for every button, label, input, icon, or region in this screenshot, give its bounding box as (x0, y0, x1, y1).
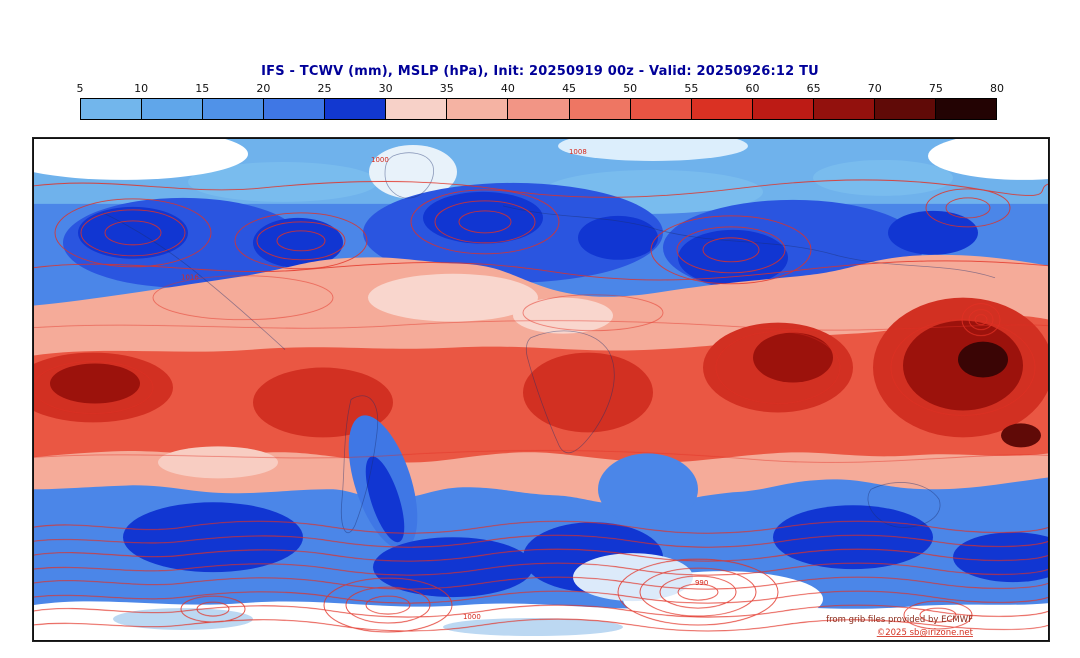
colorbar-tick-label: 75 (928, 82, 943, 95)
colorbar-segment (386, 99, 448, 119)
colorbar-segment (508, 99, 570, 119)
colorbar-segment (569, 99, 631, 119)
mslp-contour-labels: 1000 1008 1016 1000 990 (181, 148, 708, 621)
chart-title: IFS - TCWV (mm), MSLP (hPa), Init: 20250… (261, 64, 819, 79)
colorbar-tick-label: 15 (195, 82, 210, 95)
credits: from grib files provided by ECMWF ©2025 … (826, 615, 974, 638)
colorbar-segment (813, 99, 875, 119)
colorbar-tick-label: 45 (562, 82, 577, 95)
contour-label: 990 (695, 579, 708, 587)
coastlines (102, 152, 996, 534)
colorbar-tick-label: 55 (684, 82, 699, 95)
antarctic-dry-region (33, 553, 1049, 641)
colorbar-tick-label: 30 (378, 82, 393, 95)
colorbar: 5 10 15 20 25 30 35 40 45 50 55 60 65 70 75 80 (76, 82, 1005, 120)
colorbar-tick-label: 65 (806, 82, 821, 95)
colorbar-tick-label: 10 (134, 82, 149, 95)
colorbar-segment (691, 99, 753, 119)
map-canvas: 1000 1008 1016 1000 990 from grib files … (33, 138, 1049, 641)
polar-dry-regions (33, 138, 1049, 214)
colorbar-ticks: 5 10 15 20 25 30 35 40 45 50 55 60 65 70 75 80 (76, 82, 1005, 96)
colorbar-tick-label: 60 (745, 82, 760, 95)
credit-author-link[interactable]: ©2025 sb@irizone.net (877, 628, 974, 638)
map-container: 1000 1008 1016 1000 990 from grib files … (32, 137, 1050, 642)
colorbar-tick-label: 25 (317, 82, 332, 95)
mslp-contours (33, 179, 1049, 633)
credit-source-text: from grib files provided by ECMWF (826, 615, 973, 625)
tropical-moist-band (33, 254, 1049, 550)
colorbar-segment (935, 99, 996, 119)
colorbar-segment (874, 99, 936, 119)
colorbar-tick-label: 5 (76, 82, 84, 95)
colorbar-segment (325, 99, 387, 119)
low-tcwv-deep-blue-north (63, 182, 978, 296)
colorbar-segment (142, 99, 204, 119)
colorbar-segment (81, 99, 143, 119)
map-border (33, 138, 1049, 641)
colorbar-tick-label: 40 (500, 82, 515, 95)
colorbar-tick-label: 20 (256, 82, 271, 95)
colorbar-tick-label: 35 (439, 82, 454, 95)
colorbar-tick-label: 50 (623, 82, 638, 95)
colorbar-tick-label: 70 (867, 82, 882, 95)
colorbar-segment (203, 99, 265, 119)
contour-label: 1008 (569, 148, 587, 156)
colorbar-segment (264, 99, 326, 119)
colorbar-segment (752, 99, 814, 119)
colorbar-segment (447, 99, 509, 119)
contour-label: 1000 (463, 613, 481, 621)
colorbar-segment (630, 99, 692, 119)
colorbar-bar (80, 98, 997, 120)
colorbar-tick-label: 80 (990, 82, 1004, 95)
contour-label: 1016 (181, 274, 199, 282)
contour-label: 1000 (371, 156, 389, 164)
